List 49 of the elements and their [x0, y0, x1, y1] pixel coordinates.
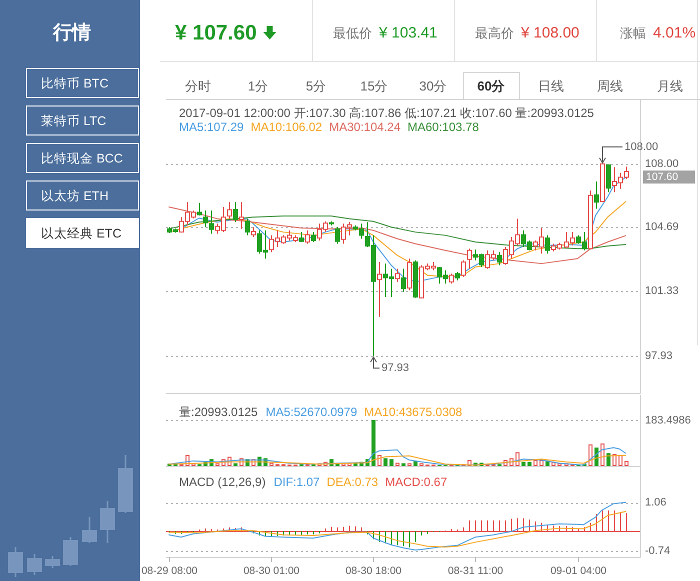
text: 分时	[185, 78, 211, 94]
text: 日线	[538, 78, 564, 94]
x-tick-label: 09-01 04:00	[550, 565, 607, 577]
text: 周线	[597, 78, 623, 94]
text: 最低价	[333, 26, 372, 40]
annotation: 107.60	[646, 171, 678, 184]
text: ¥ 108.00	[520, 24, 580, 42]
text: 月线	[657, 78, 683, 94]
text: 比特币 BTC	[41, 76, 108, 90]
text: 15分	[360, 78, 388, 94]
text: 比特现金 BCC	[41, 152, 123, 166]
text: 以太坊 ETH	[41, 189, 108, 203]
text: 行情	[52, 22, 91, 44]
text: DEA:0.73	[326, 475, 378, 489]
y-tick-label: -0.74	[645, 545, 670, 558]
text: 最高价	[475, 26, 514, 40]
y-tick-label: 101.33	[645, 285, 679, 298]
x-tick-label: 08-31 11:00	[448, 565, 504, 577]
y-tick-label: 1.06	[645, 496, 666, 509]
text: MA30:104.24	[329, 120, 401, 134]
text: 60分	[477, 78, 506, 94]
annotation: 97.93	[382, 362, 410, 374]
text: 30分	[419, 78, 447, 94]
text: MA60:103.78	[408, 120, 480, 134]
text: 183.4986	[645, 414, 691, 426]
text: MA10:106.02	[250, 120, 322, 134]
text: MA10:43675.0308	[364, 405, 463, 419]
text: MA5:52670.0979	[266, 405, 358, 419]
x-tick-label: 08-29 08:00	[141, 565, 198, 577]
text: MA5:107.29	[179, 120, 244, 134]
text: 1分	[248, 78, 268, 94]
text: 莱特币 LTC	[41, 114, 106, 128]
chart-title: 量:20993.0125	[179, 405, 258, 419]
text: ¥ 107.60	[175, 22, 257, 44]
annotation: 108.00	[624, 140, 658, 153]
text: 以太经典 ETC	[41, 226, 122, 240]
text: MACD (12,26,9)	[179, 475, 266, 489]
text: 2017-09-01 12:00:00 开:107.30 高:107.86 低:107.21 收:107.60 量:20993.0125	[179, 106, 594, 120]
text: DIF:1.07	[274, 475, 320, 489]
y-tick-label: 108.00	[645, 158, 679, 170]
text: 5分	[306, 78, 326, 94]
y-tick-label: 97.93	[645, 350, 673, 362]
text: MACD:0.67	[385, 475, 448, 489]
text: 涨幅	[620, 26, 646, 40]
text: 4.01%	[653, 24, 696, 42]
text: ¥ 103.41	[378, 24, 438, 42]
x-tick-label: 08-30 18:00	[345, 565, 402, 577]
y-tick-label: 104.69	[645, 221, 679, 234]
x-tick-label: 08-30 01:00	[243, 565, 300, 577]
